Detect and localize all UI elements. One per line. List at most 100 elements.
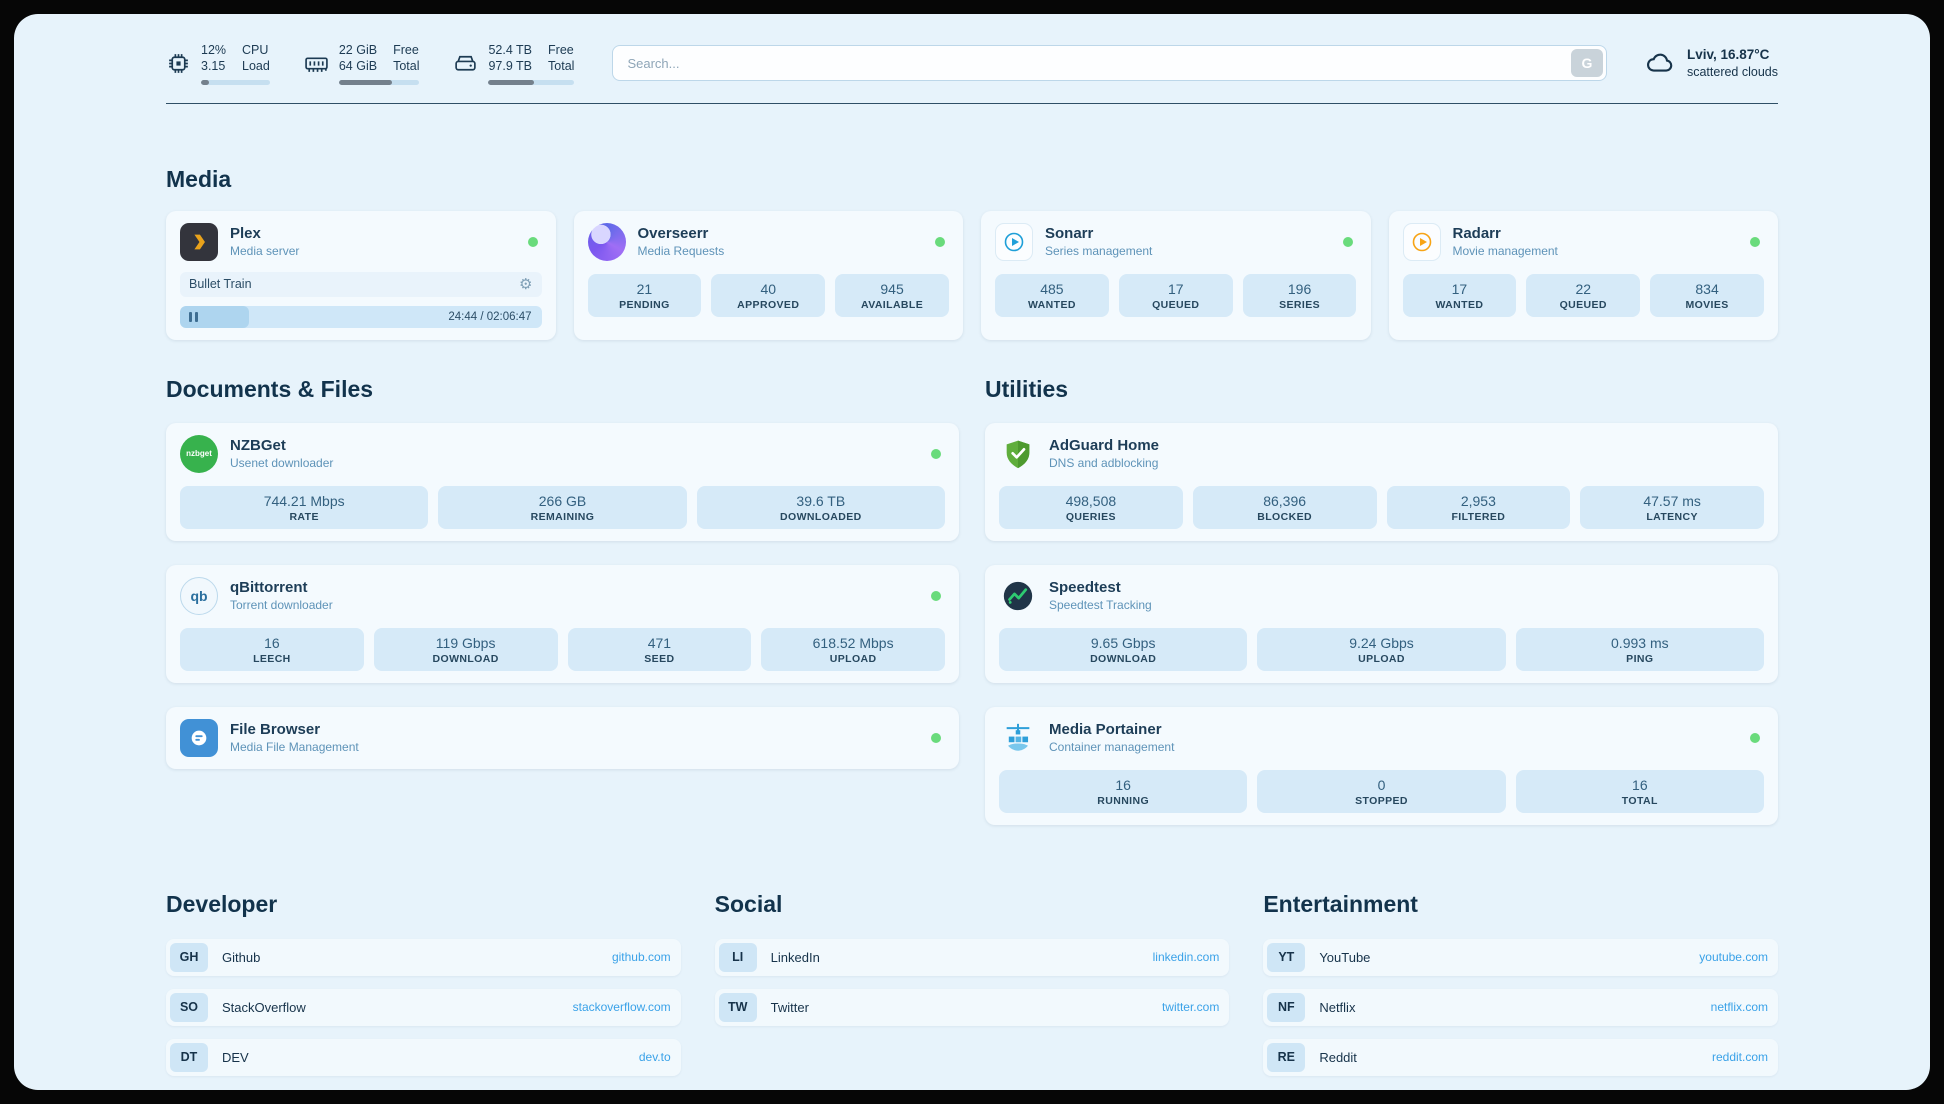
app-card-plex[interactable]: Plex Media server Bullet Train ⚙ 24:44 /… — [166, 210, 556, 340]
link-url: github.com — [611, 950, 671, 964]
cpu-load-value: 3.15 — [201, 59, 226, 74]
status-dot — [1750, 236, 1760, 247]
stat-wanted: 17 WANTED — [1402, 273, 1517, 317]
link-twitter[interactable]: TW Twitter twitter.com — [714, 988, 1230, 1026]
link-stackoverflow[interactable]: SO StackOverflow stackoverflow.com — [166, 988, 681, 1026]
disk-total-label: Total — [548, 59, 575, 74]
stat-queued: 22 QUEUED — [1526, 273, 1641, 317]
link-name: Twitter — [770, 999, 809, 1015]
app-card-sonarr[interactable]: Sonarr Series management 485 WANTED 17 Q… — [981, 210, 1371, 340]
app-card-speedtest[interactable]: Speedtest Speedtest Tracking 9.65 Gbps D… — [985, 564, 1778, 683]
entertainment-section-title: Entertainment — [1263, 890, 1418, 917]
github-badge: GH — [170, 942, 208, 972]
stat-rate: 744.21 Mbps RATE — [180, 485, 429, 529]
link-url: stackoverflow.com — [572, 1000, 671, 1014]
link-linkedin[interactable]: LI LinkedIn linkedin.com — [714, 938, 1230, 976]
ram-total-label: Total — [393, 59, 420, 74]
link-youtube[interactable]: YT YouTube youtube.com — [1263, 938, 1778, 976]
app-name: Speedtest — [1049, 579, 1121, 596]
disk-monitor: 52.4 TB 97.9 TB Free Total — [453, 42, 575, 85]
stat-downloaded: 39.6 TB DOWNLOADED — [696, 485, 945, 529]
disk-labels: Free Total — [548, 42, 574, 75]
stat-total: 16 TOTAL — [1515, 769, 1764, 813]
stat-stopped: 0 STOPPED — [1257, 769, 1506, 813]
app-card-adguard[interactable]: AdGuard Home DNS and adblocking 498,508 … — [985, 422, 1778, 541]
stat-approved: 40 APPROVED — [711, 273, 826, 317]
disk-values: 52.4 TB 97.9 TB — [488, 42, 532, 75]
developer-section-title: Developer — [166, 890, 278, 917]
nzbget-icon: nzbget — [180, 434, 218, 473]
speedtest-icon — [999, 577, 1037, 615]
disk-free-value: 52.4 TB — [488, 43, 533, 57]
playback-progress-bar[interactable]: 24:44 / 02:06:47 — [180, 305, 542, 328]
ram-monitor: 22 GiB 64 GiB Free Total — [304, 42, 420, 85]
dashboard-page: 12% 3.15 CPU Load — [14, 14, 1930, 1090]
radarr-icon — [1402, 222, 1441, 261]
app-card-radarr[interactable]: Radarr Movie management 17 WANTED 22 QUE… — [1388, 210, 1778, 340]
link-dev[interactable]: DT DEV dev.to — [166, 1038, 681, 1076]
twitter-badge: TW — [718, 992, 757, 1022]
status-dot — [1750, 732, 1760, 743]
link-name: Reddit — [1319, 1049, 1357, 1065]
app-name: qBittorrent — [230, 579, 308, 596]
status-dot — [931, 590, 941, 601]
stat-seed: 471 SEED — [567, 627, 752, 671]
link-name: StackOverflow — [222, 999, 306, 1015]
app-name: Plex — [230, 225, 261, 242]
app-name: File Browser — [230, 721, 321, 738]
gear-icon[interactable]: ⚙ — [519, 275, 533, 293]
link-url: twitter.com — [1161, 1000, 1220, 1014]
link-github[interactable]: GH Github github.com — [166, 938, 681, 976]
plex-icon — [180, 222, 218, 261]
app-card-filebrowser[interactable]: File Browser Media File Management — [166, 706, 959, 769]
link-url: linkedin.com — [1152, 950, 1220, 964]
app-name: Sonarr — [1045, 225, 1094, 242]
cpu-label: CPU — [242, 43, 269, 57]
stackoverflow-badge: SO — [170, 992, 208, 1022]
app-card-qbittorrent[interactable]: qb qBittorrent Torrent downloader 16 LEE… — [166, 564, 959, 683]
app-name: Media Portainer — [1049, 721, 1162, 738]
app-subtitle: Series management — [1045, 244, 1153, 258]
social-links-section: Social LI LinkedIn linkedin.com TW Twitt… — [714, 891, 1230, 1076]
stat-queued: 17 QUEUED — [1118, 273, 1233, 317]
qbittorrent-icon: qb — [180, 576, 218, 615]
link-name: YouTube — [1319, 949, 1371, 965]
weather-widget: Lviv, 16.87°C scattered clouds — [1645, 46, 1778, 81]
link-reddit[interactable]: RE Reddit reddit.com — [1263, 1038, 1778, 1076]
weather-condition: scattered clouds — [1686, 64, 1778, 79]
app-card-nzbget[interactable]: nzbget NZBGet Usenet downloader 744.21 M… — [166, 422, 959, 541]
playback-progress-fill — [180, 305, 249, 328]
ram-values: 22 GiB 64 GiB — [339, 42, 377, 75]
status-dot — [935, 236, 945, 247]
stat-series: 196 SERIES — [1242, 273, 1357, 317]
stat-download: 9.65 Gbps DOWNLOAD — [999, 627, 1248, 671]
cpu-labels: CPU Load — [242, 42, 270, 75]
cloud-icon — [1645, 48, 1675, 78]
link-url: netflix.com — [1710, 1000, 1768, 1014]
app-subtitle: Media server — [230, 244, 300, 258]
stat-upload: 9.24 Gbps UPLOAD — [1257, 627, 1506, 671]
now-playing-row: Bullet Train ⚙ — [180, 271, 542, 297]
search-engine-button[interactable]: G — [1570, 49, 1603, 78]
ram-free-label: Free — [393, 43, 419, 57]
status-dot — [931, 448, 941, 459]
disk-total-value: 97.9 TB — [488, 59, 533, 74]
app-card-portainer[interactable]: Media Portainer Container management 16 … — [985, 706, 1778, 825]
search-input[interactable] — [612, 45, 1607, 82]
stat-queries: 498,508 QUERIES — [999, 485, 1183, 529]
stat-pending: 21 PENDING — [587, 273, 702, 317]
app-name: Radarr — [1452, 225, 1501, 242]
pause-icon[interactable] — [189, 311, 198, 322]
stat-running: 16 RUNNING — [999, 769, 1248, 813]
documents-section-title: Documents & Files — [166, 375, 374, 402]
app-subtitle: Speedtest Tracking — [1049, 598, 1152, 612]
cpu-values: 12% 3.15 — [201, 42, 226, 75]
app-card-overseerr[interactable]: Overseerr Media Requests 21 PENDING 40 A… — [573, 210, 963, 340]
topbar: 12% 3.15 CPU Load — [166, 42, 1778, 85]
app-subtitle: Movie management — [1452, 244, 1558, 258]
overseerr-icon — [587, 222, 626, 261]
app-name: Overseerr — [637, 225, 709, 242]
system-monitors: 12% 3.15 CPU Load — [166, 42, 575, 85]
documents-column: Documents & Files nzbget NZBGet Usenet d… — [166, 376, 959, 825]
link-netflix[interactable]: NF Netflix netflix.com — [1263, 988, 1778, 1026]
